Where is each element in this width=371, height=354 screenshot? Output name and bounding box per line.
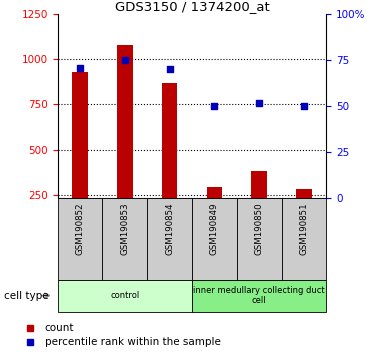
Bar [58,280,192,312]
Text: GSM190849: GSM190849 [210,202,219,255]
Text: percentile rank within the sample: percentile rank within the sample [45,337,220,347]
Title: GDS3150 / 1374200_at: GDS3150 / 1374200_at [115,0,269,13]
Text: count: count [45,323,74,333]
Bar [296,189,312,198]
Point [77,65,83,70]
Bar [102,198,147,280]
Point [211,103,217,109]
Bar [147,198,192,280]
Bar [58,198,102,280]
Text: cell type: cell type [4,291,48,301]
Text: inner medullary collecting duct
cell: inner medullary collecting duct cell [193,286,325,305]
Text: GSM190853: GSM190853 [120,202,129,255]
Point [301,103,307,109]
Point [167,67,173,72]
Point [256,100,262,105]
Point [122,57,128,63]
Bar [162,83,177,198]
Text: GSM190850: GSM190850 [255,202,264,255]
Bar [207,187,222,198]
Text: GSM190854: GSM190854 [165,202,174,255]
Bar [237,198,282,280]
Bar [252,171,267,198]
Bar [72,72,88,198]
Text: control: control [110,291,139,300]
Text: GSM190851: GSM190851 [299,202,309,255]
Bar [192,198,237,280]
Text: GSM190852: GSM190852 [75,202,85,255]
Bar [282,198,326,280]
Bar [192,280,326,312]
Bar [117,45,132,198]
